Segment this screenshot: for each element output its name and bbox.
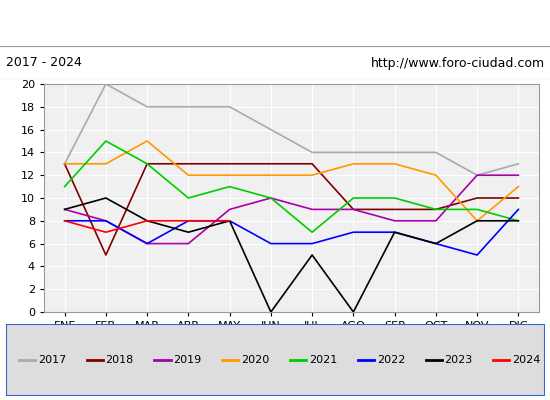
Text: http://www.foro-ciudad.com: http://www.foro-ciudad.com (370, 56, 544, 70)
Text: 2024: 2024 (512, 355, 541, 365)
FancyBboxPatch shape (6, 324, 544, 396)
Text: 2018: 2018 (106, 355, 134, 365)
Text: 2023: 2023 (444, 355, 472, 365)
Text: 2022: 2022 (377, 355, 405, 365)
Text: 2017 - 2024: 2017 - 2024 (6, 56, 81, 70)
Text: 2017: 2017 (38, 355, 66, 365)
Text: 2021: 2021 (309, 355, 337, 365)
Text: 2020: 2020 (241, 355, 270, 365)
Text: 2019: 2019 (173, 355, 202, 365)
Text: Evolucion del paro registrado en Mamblas: Evolucion del paro registrado en Mamblas (85, 15, 465, 33)
